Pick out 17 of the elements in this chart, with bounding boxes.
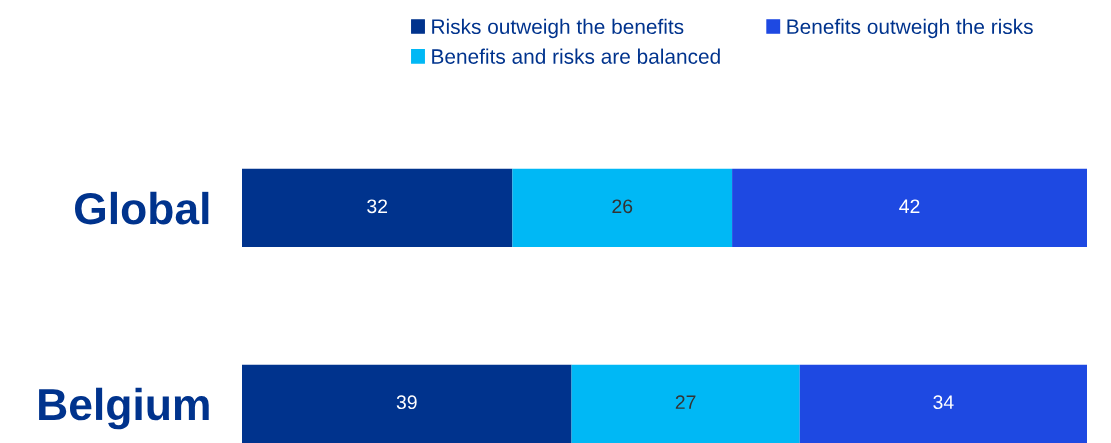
bar xyxy=(799,364,1087,443)
data-label: 26 xyxy=(612,199,633,214)
data-label: 32 xyxy=(367,199,388,214)
legend-label: Benefits and risks are balanced xyxy=(432,48,720,64)
bar xyxy=(242,168,513,248)
y-tick-label: Global xyxy=(75,191,209,225)
legend-label: Benefits outweigh the risks xyxy=(787,18,1033,39)
legend-label: Risks outweigh the benefits xyxy=(432,18,684,39)
y-tick-label: Belgium xyxy=(39,387,209,430)
data-label: 42 xyxy=(899,199,920,213)
bar xyxy=(512,168,733,248)
bar xyxy=(732,168,1087,248)
data-label: 34 xyxy=(933,395,954,410)
bar xyxy=(571,364,800,443)
data-label: 39 xyxy=(396,395,417,410)
bar xyxy=(242,364,572,443)
data-label: 27 xyxy=(675,395,696,409)
